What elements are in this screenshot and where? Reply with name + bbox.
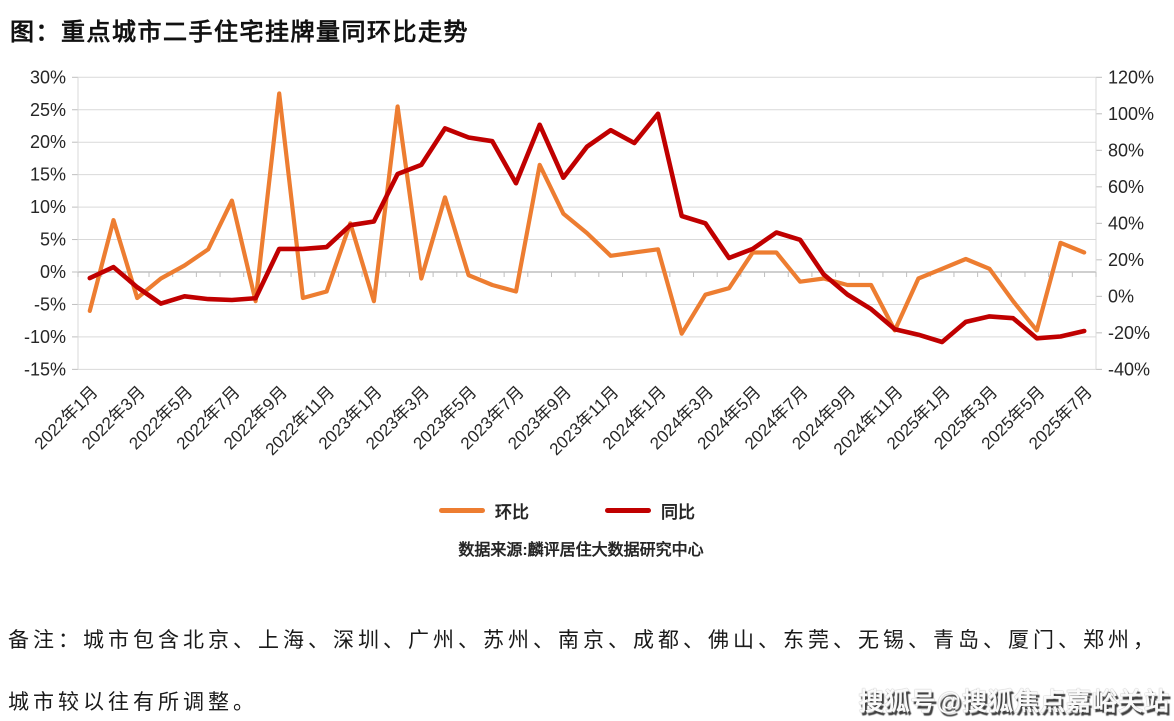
y-axis-label-left: 30% [30,67,66,87]
legend-label-tongbi: 同比 [661,503,695,522]
y-axis-label-left: -15% [24,359,66,379]
legend-item-huanbi: 环比 [439,498,529,523]
y-axis-label-right: 100% [1108,104,1154,124]
y-axis-label-left: 5% [40,230,66,250]
y-axis-label-right: 20% [1108,250,1144,270]
y-axis-label-left: 25% [30,100,66,120]
y-axis-label-right: 40% [1108,213,1144,233]
y-axis-label-left: 20% [30,132,66,152]
note-line-1: 备注：城市包含北京、上海、深圳、广州、苏州、南京、成都、佛山、东莞、无锡、青岛、… [8,628,1158,652]
y-axis-label-left: 15% [30,165,66,185]
y-axis-label-right: 60% [1108,177,1144,197]
note-line-2: 城市较以往有所调整。 [8,690,258,714]
y-axis-label-right: -20% [1108,323,1150,343]
tongbi-line-marker [605,508,651,513]
y-axis-label-right: 0% [1108,286,1134,306]
data-source-caption: 数据来源:麟评居住大数据研究中心 [458,542,704,559]
y-axis-label-left: -10% [24,327,66,347]
series-line-huanbi [87,91,1087,336]
y-axis-label-right: -40% [1108,359,1150,379]
y-axis-label-left: 0% [40,262,66,282]
y-axis-label-right: 80% [1108,140,1144,160]
series-line-tongbi [87,111,1087,345]
y-axis-label-left: 10% [30,197,66,217]
y-axis-label-right: 120% [1108,67,1154,87]
legend-label-huanbi: 环比 [495,503,529,522]
chart-title: 图：重点城市二手住宅挂牌量同环比走势 [10,19,469,46]
chart-legend: 环比 同比 [0,498,1134,523]
huanbi-line-marker [439,508,485,513]
legend-item-tongbi: 同比 [605,498,695,523]
y-axis-label-left: -5% [34,294,66,314]
watermark-sohu: 搜狐号@搜狐焦点嘉峪关站 [858,688,1170,716]
line-chart: 30% 25% 20% 15% 10% 5% 0% -5% -10% -15% 120% 100% 80… [24,67,1154,459]
